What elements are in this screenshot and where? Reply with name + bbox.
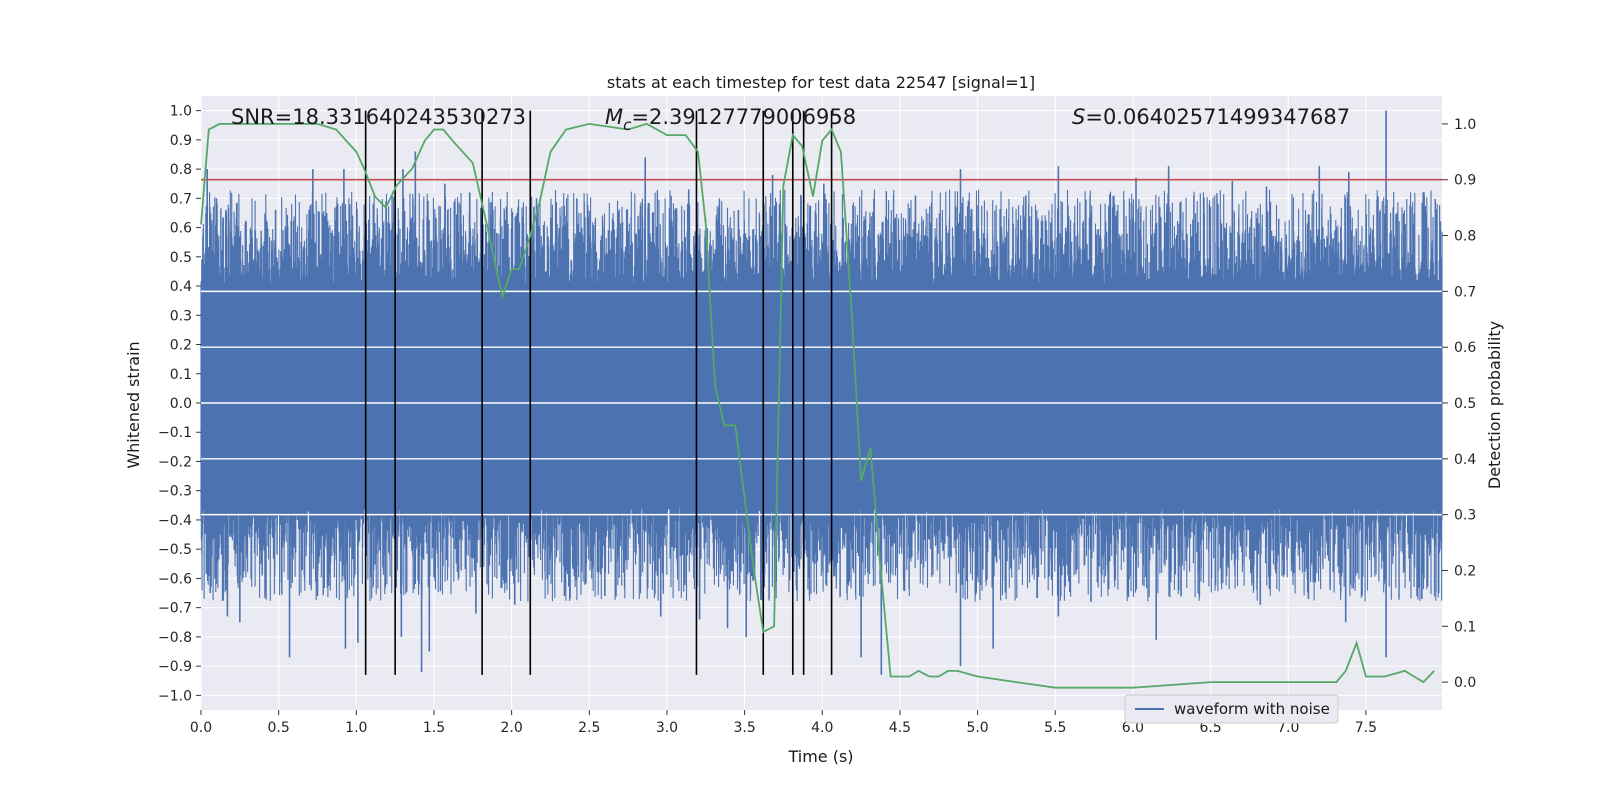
legend-box: [1124, 694, 1339, 724]
y-tick-label: −0.7: [158, 601, 192, 617]
legend-label: waveform with noise: [1174, 700, 1330, 718]
y-tick-label: −0.2: [158, 454, 192, 470]
s-symbol: S: [1072, 105, 1085, 129]
y2-tick-label: 0.9: [1454, 173, 1476, 189]
y-tick-label: 0.5: [170, 250, 192, 266]
legend: waveform with noise: [1124, 694, 1339, 724]
x-tick-label: 0.0: [190, 720, 212, 736]
s-annotation: S=0.06402571499347687: [1072, 105, 1350, 129]
y2-axis-label: Detection probability: [1485, 321, 1504, 489]
x-tick-label: 0.5: [268, 720, 290, 736]
y2-tick-label: 1.0: [1454, 117, 1476, 133]
x-tick-label: 2.5: [578, 720, 600, 736]
y2-axis-ticks: 1.0 0.9 0.8 0.7 0.6 0.5 0.4 0.3 0.2 0.1 0.0: [1442, 117, 1476, 691]
y-tick-label: −0.9: [158, 659, 192, 675]
x-tick-label: 3.5: [733, 720, 755, 736]
y-tick-label: 0.4: [170, 279, 192, 295]
x-tick-label: 2.0: [501, 720, 523, 736]
probability-line: [200, 122, 1435, 689]
x-tick-label: 6.5: [1199, 720, 1221, 736]
y-tick-label: 1.0: [170, 104, 192, 120]
y-tick-label: 0.9: [170, 133, 192, 149]
x-tick-label: 1.0: [345, 720, 367, 736]
y-tick-label: 0.8: [170, 162, 192, 178]
event-lines: [364, 110, 833, 675]
y-tick-label: 0.0: [170, 396, 192, 412]
y-tick-label: −0.3: [158, 484, 192, 500]
y2-tick-label: 0.5: [1454, 396, 1476, 412]
x-tick-label: 1.5: [423, 720, 445, 736]
s-value: =0.06402571499347687: [1085, 105, 1350, 129]
x-tick-label: 4.5: [889, 720, 911, 736]
x-tick-label: 5.5: [1044, 720, 1066, 736]
y-tick-label: 0.7: [170, 191, 192, 207]
probability-series: [200, 122, 1435, 689]
y-axis-ticks: 1.0 0.9 0.8 0.7 0.6 0.5 0.4 0.3 0.2 0.1 0.0 −0.1 −0.…: [158, 104, 201, 704]
x-tick-label: 7.0: [1277, 720, 1299, 736]
y-tick-label: −1.0: [158, 688, 192, 704]
x-tick-label: 3.0: [656, 720, 678, 736]
mc-subscript: c: [623, 116, 632, 134]
y2-tick-label: 0.4: [1454, 452, 1476, 468]
x-axis-ticks: 0.0 0.5 1.0 1.5 2.0 2.5 3.0 3.5 4.0 4.5 5.0 5.5 6.0 6…: [190, 710, 1377, 736]
x-tick-label: 7.5: [1355, 720, 1377, 736]
y-tick-label: −0.1: [158, 425, 192, 441]
y-tick-label: 0.3: [170, 308, 192, 324]
y-tick-label: 0.1: [170, 367, 192, 383]
y2-tick-label: 0.6: [1454, 340, 1476, 356]
snr-annotation: SNR=18.331640243530273: [231, 105, 526, 129]
mc-symbol: M: [605, 105, 623, 129]
x-axis-label: Time (s): [787, 747, 853, 766]
x-tick-label: 5.0: [966, 720, 988, 736]
mc-annotation: Mc=2.39127779006958: [605, 105, 856, 134]
waveform-core: [201, 283, 1442, 509]
y-tick-label: 0.6: [170, 221, 192, 237]
y2-tick-label: 0.7: [1454, 284, 1476, 300]
y-tick-label: −0.5: [158, 542, 192, 558]
y2-tick-label: 0.2: [1454, 563, 1476, 579]
y-axis-label: Whitened strain: [124, 341, 143, 468]
y-tick-label: −0.6: [158, 571, 192, 587]
x-tick-label: 4.0: [811, 720, 833, 736]
y2-tick-label: 0.8: [1454, 229, 1476, 245]
y2-tick-label: 0.1: [1454, 619, 1476, 635]
y2-tick-label: 0.3: [1454, 508, 1476, 524]
y-tick-label: 0.2: [170, 338, 192, 354]
chart-title: stats at each timestep for test data 225…: [607, 73, 1035, 92]
y-tick-label: −0.8: [158, 630, 192, 646]
y2-tick-label: 0.0: [1454, 675, 1476, 691]
mc-value: =2.39127779006958: [631, 105, 856, 129]
y-tick-label: −0.4: [158, 513, 192, 529]
waveform-series: [200, 110, 1443, 675]
x-tick-label: 6.0: [1122, 720, 1144, 736]
